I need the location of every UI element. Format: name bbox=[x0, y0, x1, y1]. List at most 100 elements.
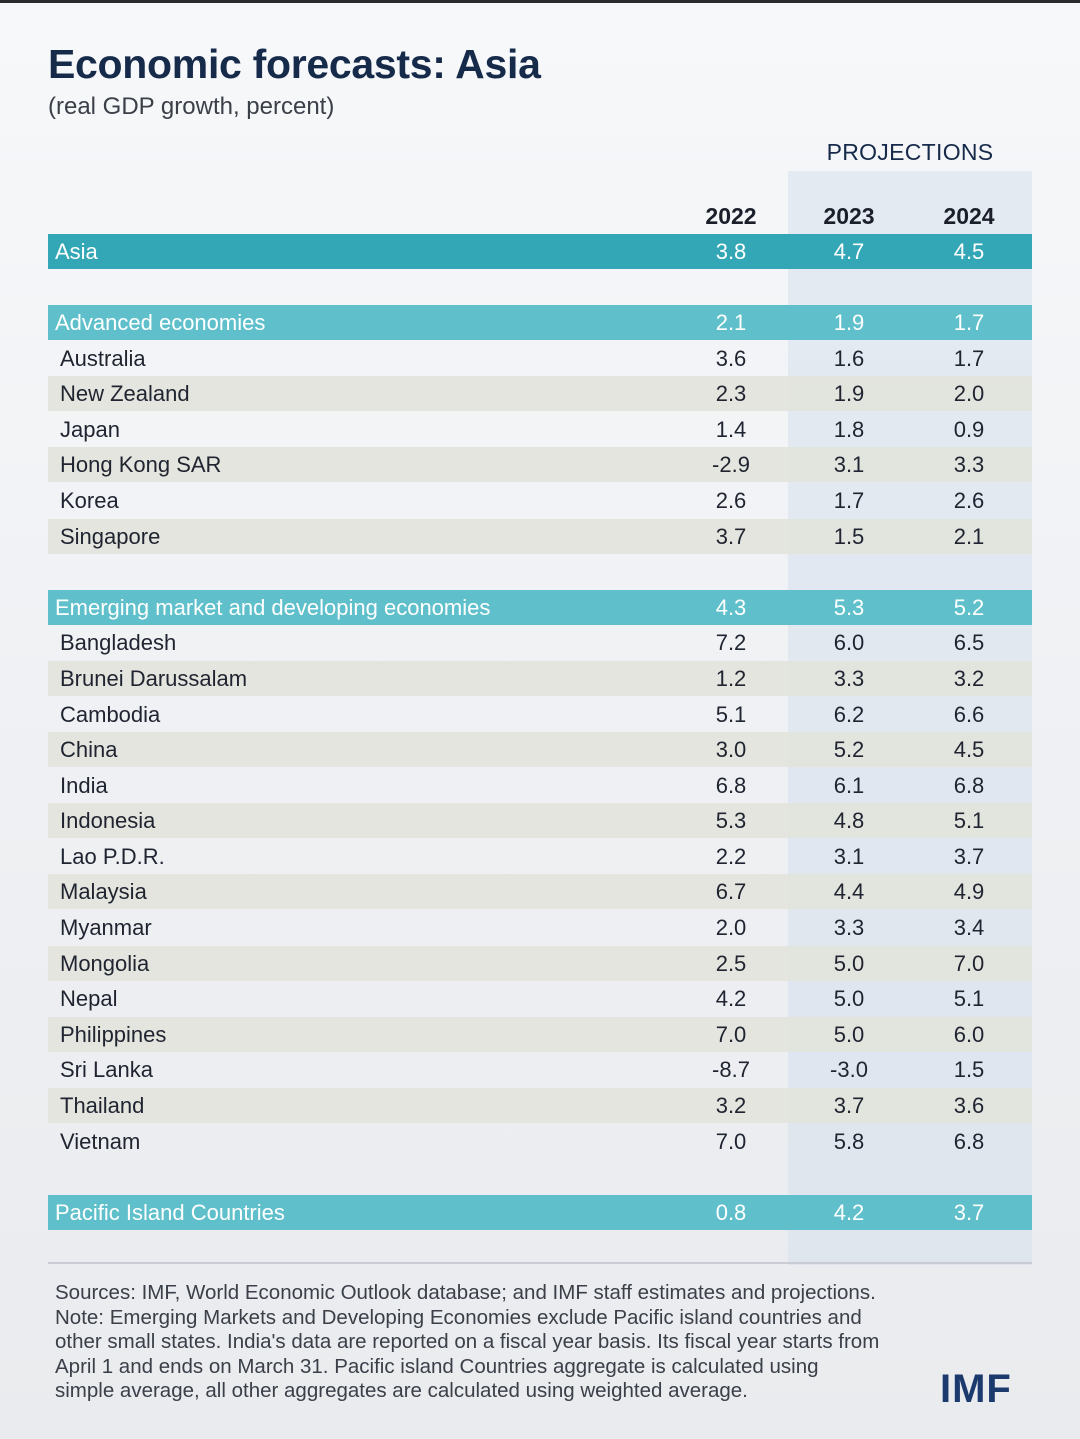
table-row: Sri Lanka -8.7 -3.0 1.5 bbox=[48, 1052, 1032, 1087]
value-cell-2024: 1.5 bbox=[953, 1057, 985, 1082]
projections-label: PROJECTIONS bbox=[826, 139, 994, 165]
value-cell-2024: 0.9 bbox=[953, 417, 985, 442]
projections-band bbox=[788, 171, 1032, 1265]
row-label: Nepal bbox=[60, 986, 118, 1011]
table-row: Malaysia 6.7 4.4 4.9 bbox=[48, 874, 1032, 909]
value-cell-2022: 4.3 bbox=[715, 595, 747, 620]
value-cell-2023: 3.3 bbox=[833, 666, 865, 691]
value-cell-2022: 5.1 bbox=[715, 702, 747, 727]
value-cell-2022: 7.2 bbox=[715, 630, 747, 655]
row-label: Thailand bbox=[60, 1093, 145, 1118]
value-cell-2022: 2.5 bbox=[715, 951, 747, 976]
value-cell-2023: 3.1 bbox=[833, 844, 865, 869]
value-cell-2022: 3.0 bbox=[715, 737, 747, 762]
value-cell-2024: 2.0 bbox=[953, 381, 985, 406]
row-label: New Zealand bbox=[60, 381, 190, 406]
value-cell-2023: 1.5 bbox=[833, 524, 865, 549]
value-cell-2022: 3.6 bbox=[715, 346, 747, 371]
row-label: Myanmar bbox=[60, 915, 152, 940]
value-cell-2024: 3.2 bbox=[953, 666, 985, 691]
aggregate-row: Advanced economies 2.1 1.9 1.7 bbox=[48, 305, 1032, 340]
value-cell-2022: 2.6 bbox=[715, 488, 747, 513]
table-row: China 3.0 5.2 4.5 bbox=[48, 732, 1032, 767]
table-row: Mongolia 2.5 5.0 7.0 bbox=[48, 946, 1032, 981]
value-cell-2022: 3.7 bbox=[715, 524, 747, 549]
value-cell-2024: 1.7 bbox=[953, 346, 985, 371]
aggregate-row: Asia 3.8 4.7 4.5 bbox=[48, 234, 1032, 269]
value-cell-2022: 3.2 bbox=[715, 1093, 747, 1118]
table-row: Bangladesh 7.2 6.0 6.5 bbox=[48, 625, 1032, 660]
imf-logo: IMF bbox=[940, 1367, 1012, 1411]
row-label: Asia bbox=[55, 239, 98, 264]
value-cell-2023: 1.9 bbox=[833, 381, 865, 406]
value-cell-2022: 3.8 bbox=[715, 239, 747, 264]
year-header-2022: 2022 bbox=[705, 203, 757, 229]
table-row: Philippines 7.0 5.0 6.0 bbox=[48, 1017, 1032, 1052]
note-line: simple average, all other aggregates are… bbox=[55, 1379, 748, 1403]
value-cell-2024: 1.7 bbox=[953, 310, 985, 335]
note-line: Note: Emerging Markets and Developing Ec… bbox=[55, 1305, 862, 1329]
value-cell-2022: 2.3 bbox=[715, 381, 747, 406]
value-cell-2022: 6.8 bbox=[715, 773, 747, 798]
row-label: Australia bbox=[60, 346, 146, 371]
table-row: India 6.8 6.1 6.8 bbox=[48, 768, 1032, 803]
row-label: Mongolia bbox=[60, 951, 150, 976]
value-cell-2023: 1.8 bbox=[833, 417, 865, 442]
value-cell-2023: 6.1 bbox=[833, 773, 865, 798]
row-label: Pacific Island Countries bbox=[55, 1200, 285, 1225]
table-row: Singapore 3.7 1.5 2.1 bbox=[48, 519, 1032, 554]
value-cell-2022: 1.4 bbox=[715, 417, 747, 442]
row-label: Korea bbox=[60, 488, 119, 513]
aggregate-row: Emerging market and developing economies… bbox=[48, 590, 1032, 625]
table-row: Cambodia 5.1 6.2 6.6 bbox=[48, 697, 1032, 732]
value-cell-2022: -8.7 bbox=[712, 1057, 750, 1082]
value-cell-2024: 3.7 bbox=[953, 844, 985, 869]
value-cell-2023: 5.3 bbox=[833, 595, 865, 620]
value-cell-2022: 7.0 bbox=[715, 1129, 747, 1154]
year-header-2024: 2024 bbox=[943, 203, 995, 229]
value-cell-2024: 6.5 bbox=[953, 630, 985, 655]
value-cell-2024: 3.7 bbox=[953, 1200, 985, 1225]
value-cell-2024: 2.6 bbox=[953, 488, 985, 513]
value-cell-2022: 0.8 bbox=[715, 1200, 747, 1225]
table-row: Thailand 3.2 3.7 3.6 bbox=[48, 1088, 1032, 1123]
value-cell-2023: 5.8 bbox=[833, 1129, 865, 1154]
value-cell-2023: 3.1 bbox=[833, 452, 865, 477]
value-cell-2023: 1.7 bbox=[833, 488, 865, 513]
value-cell-2024: 5.1 bbox=[953, 808, 985, 833]
value-cell-2024: 3.3 bbox=[953, 452, 985, 477]
value-cell-2024: 6.8 bbox=[953, 773, 985, 798]
source-notes: Sources: IMF, World Economic Outlook dat… bbox=[55, 1281, 955, 1404]
value-cell-2024: 7.0 bbox=[953, 951, 985, 976]
value-cell-2023: 6.2 bbox=[833, 702, 865, 727]
value-cell-2024: 4.5 bbox=[953, 239, 985, 264]
value-cell-2023: 5.2 bbox=[833, 737, 865, 762]
table-row: Japan 1.4 1.8 0.9 bbox=[48, 412, 1032, 447]
table-row: Nepal 4.2 5.0 5.1 bbox=[48, 981, 1032, 1016]
value-cell-2024: 4.9 bbox=[953, 879, 985, 904]
value-cell-2023: 4.2 bbox=[833, 1200, 865, 1225]
row-label: Sri Lanka bbox=[60, 1057, 153, 1082]
value-cell-2023: 4.7 bbox=[833, 239, 865, 264]
table-row: Myanmar 2.0 3.3 3.4 bbox=[48, 910, 1032, 945]
divider bbox=[48, 1262, 1032, 1264]
value-cell-2023: 4.4 bbox=[833, 879, 865, 904]
value-cell-2023: -3.0 bbox=[830, 1057, 868, 1082]
row-label: Brunei Darussalam bbox=[60, 666, 248, 691]
note-line: April 1 and ends on March 31. Pacific is… bbox=[55, 1354, 819, 1378]
table-row: Australia 3.6 1.6 1.7 bbox=[48, 341, 1032, 376]
value-cell-2024: 5.1 bbox=[953, 986, 985, 1011]
row-label: Bangladesh bbox=[60, 630, 177, 655]
value-cell-2022: 2.2 bbox=[715, 844, 747, 869]
row-label: Lao P.D.R. bbox=[60, 844, 165, 869]
note-line: other small states. India's data are rep… bbox=[55, 1330, 880, 1354]
page-subtitle: (real GDP growth, percent) bbox=[48, 93, 335, 120]
table-row: Indonesia 5.3 4.8 5.1 bbox=[48, 803, 1032, 838]
row-label: Emerging market and developing economies bbox=[55, 595, 491, 620]
value-cell-2023: 6.0 bbox=[833, 630, 865, 655]
value-cell-2024: 3.6 bbox=[953, 1093, 985, 1118]
table-row: Brunei Darussalam 1.2 3.3 3.2 bbox=[48, 661, 1032, 696]
value-cell-2024: 6.6 bbox=[953, 702, 985, 727]
page-title: Economic forecasts: Asia bbox=[48, 41, 541, 87]
